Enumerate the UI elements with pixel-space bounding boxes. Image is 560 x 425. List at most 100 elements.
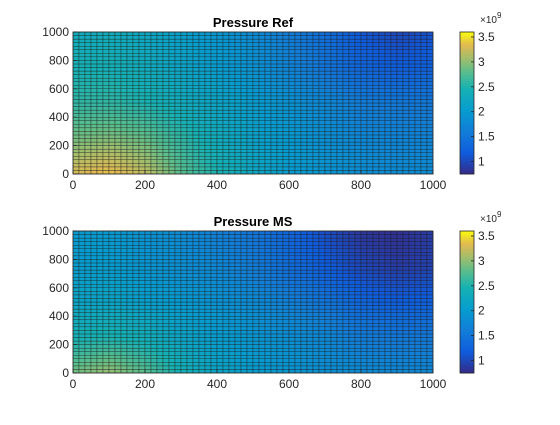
heatmap-cell — [355, 274, 361, 278]
heatmap-cell — [373, 85, 379, 89]
heatmap-cell — [133, 135, 139, 139]
heatmap-cell — [253, 302, 259, 306]
heatmap-cell — [259, 92, 265, 96]
heatmap-cell — [403, 163, 409, 167]
heatmap-cell — [319, 96, 325, 100]
heatmap-cell — [367, 277, 373, 281]
heatmap-cell — [73, 142, 79, 146]
heatmap-cell — [133, 75, 139, 79]
heatmap-cell — [247, 366, 253, 370]
heatmap-cell — [73, 263, 79, 267]
heatmap-cell — [361, 121, 367, 125]
heatmap-cell — [403, 359, 409, 363]
heatmap-cell — [241, 277, 247, 281]
heatmap-cell — [175, 43, 181, 47]
heatmap-cell — [355, 359, 361, 363]
heatmap-cell — [241, 270, 247, 274]
heatmap-cell — [307, 242, 313, 246]
heatmap-cell — [97, 281, 103, 285]
heatmap-cell — [229, 267, 235, 271]
heatmap-cell — [73, 78, 79, 82]
heatmap-cell — [187, 298, 193, 302]
heatmap-cell — [301, 298, 307, 302]
heatmap-cell — [349, 142, 355, 146]
heatmap-cell — [403, 249, 409, 253]
heatmap-cell — [193, 231, 199, 235]
heatmap-cell — [193, 78, 199, 82]
heatmap-cell — [397, 68, 403, 72]
heatmap-cell — [205, 235, 211, 239]
heatmap-cell — [199, 117, 205, 121]
heatmap-cell — [175, 238, 181, 242]
heatmap-cell — [157, 82, 163, 86]
heatmap-cell — [229, 103, 235, 107]
heatmap-cell — [397, 85, 403, 89]
heatmap-cell — [253, 36, 259, 40]
heatmap-cell — [373, 366, 379, 370]
heatmap-cell — [133, 60, 139, 64]
heatmap-cell — [295, 298, 301, 302]
heatmap-cell — [379, 284, 385, 288]
heatmap-cell — [289, 64, 295, 68]
heatmap-cell — [343, 302, 349, 306]
heatmap-cell — [169, 316, 175, 320]
heatmap-cell — [73, 330, 79, 334]
heatmap-cell — [403, 355, 409, 359]
heatmap-cell — [331, 78, 337, 82]
heatmap-cell — [73, 256, 79, 260]
heatmap-cell — [229, 78, 235, 82]
heatmap-cell — [397, 50, 403, 54]
heatmap-cell — [181, 249, 187, 253]
heatmap-cell — [349, 149, 355, 153]
heatmap-cell — [241, 156, 247, 160]
heatmap-cell — [283, 274, 289, 278]
heatmap-cell — [337, 103, 343, 107]
heatmap-cell — [217, 309, 223, 313]
heatmap-cell — [289, 85, 295, 89]
heatmap-cell — [385, 369, 391, 373]
heatmap-cell — [271, 107, 277, 111]
heatmap-cell — [109, 50, 115, 54]
heatmap-cell — [175, 114, 181, 118]
heatmap-cell — [217, 114, 223, 118]
heatmap-cell — [157, 369, 163, 373]
heatmap-cell — [157, 281, 163, 285]
heatmap-cell — [373, 231, 379, 235]
heatmap-cell — [139, 263, 145, 267]
heatmap-cell — [91, 60, 97, 64]
heatmap-cell — [85, 298, 91, 302]
heatmap-cell — [103, 235, 109, 239]
heatmap-cell — [259, 352, 265, 356]
heatmap-cell — [187, 85, 193, 89]
heatmap-cell — [169, 274, 175, 278]
heatmap-cell — [307, 316, 313, 320]
heatmap-cell — [403, 50, 409, 54]
heatmap-cell — [259, 153, 265, 157]
heatmap-cell — [151, 288, 157, 292]
heatmap-cell — [325, 338, 331, 342]
heatmap-cell — [205, 281, 211, 285]
heatmap-cell — [211, 68, 217, 72]
heatmap-cell — [421, 46, 427, 50]
heatmap-cell — [163, 245, 169, 249]
heatmap-cell — [397, 135, 403, 139]
heatmap-cell — [349, 281, 355, 285]
heatmap-cell — [253, 355, 259, 359]
heatmap-cell — [271, 68, 277, 72]
heatmap-cell — [247, 43, 253, 47]
heatmap-cell — [73, 298, 79, 302]
heatmap-cell — [331, 50, 337, 54]
heatmap-cell — [271, 359, 277, 363]
heatmap-cell — [163, 153, 169, 157]
heatmap-cell — [307, 323, 313, 327]
heatmap-cell — [361, 110, 367, 114]
heatmap-cell — [193, 235, 199, 239]
heatmap-cell — [391, 71, 397, 75]
heatmap-cell — [343, 277, 349, 281]
heatmap-cell — [277, 57, 283, 61]
heatmap-cell — [277, 96, 283, 100]
heatmap-cell — [343, 82, 349, 86]
heatmap-cell — [133, 32, 139, 36]
heatmap-cell — [247, 160, 253, 164]
heatmap-cell — [91, 235, 97, 239]
